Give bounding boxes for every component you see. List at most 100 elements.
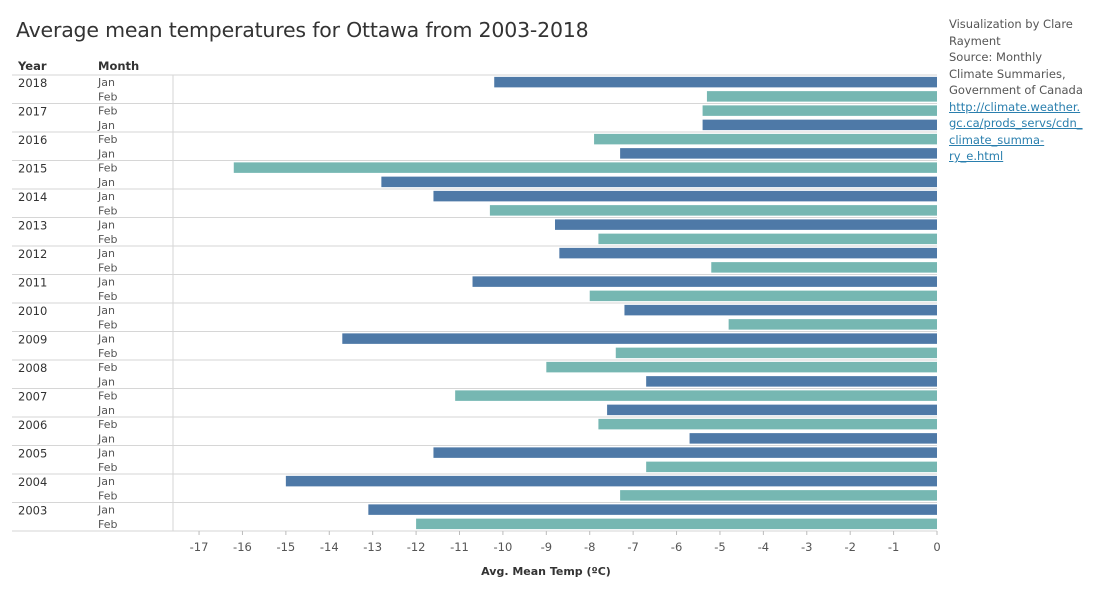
x-tick-label: -2 bbox=[844, 540, 855, 554]
page-title: Average mean temperatures for Ottawa fro… bbox=[16, 18, 589, 42]
bar-2013-jan[interactable] bbox=[555, 219, 937, 230]
x-tick-label: -5 bbox=[714, 540, 725, 554]
year-label: 2014 bbox=[18, 190, 47, 204]
bar-2018-jan[interactable] bbox=[494, 76, 937, 88]
month-label: Feb bbox=[98, 518, 117, 531]
bar-2003-feb[interactable] bbox=[416, 518, 937, 530]
year-label: 2012 bbox=[18, 247, 47, 261]
year-label: 2016 bbox=[18, 133, 47, 147]
bar-2012-jan[interactable] bbox=[559, 247, 937, 259]
credits-source: Source: Monthly Climate Summaries, Gover… bbox=[949, 50, 1083, 97]
month-label: Feb bbox=[98, 261, 117, 274]
month-label: Jan bbox=[97, 304, 115, 317]
bar-2011-jan[interactable] bbox=[472, 276, 937, 287]
x-tick-label: -1 bbox=[888, 540, 899, 554]
bar-2006-jan[interactable] bbox=[689, 433, 937, 444]
month-label: Feb bbox=[98, 361, 117, 374]
month-label: Jan bbox=[97, 276, 115, 289]
bar-2005-jan[interactable] bbox=[433, 447, 937, 458]
year-label: 2006 bbox=[18, 418, 47, 432]
year-label: 2008 bbox=[18, 361, 47, 375]
month-label: Jan bbox=[97, 447, 115, 460]
x-tick-label: -14 bbox=[320, 540, 339, 554]
year-label: 2011 bbox=[18, 276, 47, 290]
x-axis-title: Avg. Mean Temp (ºC) bbox=[481, 565, 611, 578]
bar-2016-feb[interactable] bbox=[594, 133, 937, 145]
month-label: Jan bbox=[97, 219, 115, 232]
source-link-line-1[interactable]: http://climate.weather. bbox=[949, 99, 1081, 114]
year-label: 2003 bbox=[18, 504, 47, 518]
bar-2014-jan[interactable] bbox=[433, 190, 937, 202]
bar-2008-feb[interactable] bbox=[546, 361, 937, 373]
bar-2015-jan[interactable] bbox=[381, 176, 937, 188]
month-label: Feb bbox=[98, 390, 117, 403]
month-label: Jan bbox=[97, 76, 115, 89]
month-label: Jan bbox=[97, 190, 115, 203]
month-label: Feb bbox=[98, 489, 117, 502]
bar-2007-jan[interactable] bbox=[607, 404, 937, 416]
x-tick-label: -17 bbox=[190, 540, 209, 554]
bar-2010-jan[interactable] bbox=[624, 304, 937, 316]
bar-2006-feb[interactable] bbox=[598, 418, 937, 430]
bar-2013-feb[interactable] bbox=[598, 233, 937, 245]
month-label: Feb bbox=[98, 204, 117, 217]
month-label: Feb bbox=[98, 233, 117, 246]
x-tick-label: -16 bbox=[233, 540, 252, 554]
bar-2017-feb[interactable] bbox=[702, 105, 937, 116]
year-label: 2018 bbox=[18, 76, 47, 90]
month-label: Feb bbox=[98, 418, 117, 431]
bar-2008-jan[interactable] bbox=[646, 376, 937, 387]
source-link-line-2[interactable]: gc.ca/prods_servs/cdn_ bbox=[949, 116, 1083, 130]
source-link-line-3[interactable]: climate_summa- bbox=[949, 132, 1045, 147]
x-tick-label: -4 bbox=[758, 540, 769, 554]
x-tick-label: -12 bbox=[407, 540, 426, 554]
month-label: Jan bbox=[97, 119, 115, 132]
year-column-header: Year bbox=[17, 59, 47, 73]
year-label: 2009 bbox=[18, 333, 47, 347]
source-link-line-4[interactable]: ry_e.html bbox=[949, 149, 1004, 163]
x-tick-label: -3 bbox=[801, 540, 812, 554]
year-label: 2017 bbox=[18, 105, 47, 119]
x-tick-label: -6 bbox=[671, 540, 682, 554]
bar-2010-feb[interactable] bbox=[728, 319, 937, 330]
month-label: Feb bbox=[98, 318, 117, 331]
bar-2004-jan[interactable] bbox=[285, 475, 937, 487]
x-tick-label: -13 bbox=[363, 540, 382, 554]
month-label: Jan bbox=[97, 504, 115, 517]
x-tick-label: -9 bbox=[541, 540, 552, 554]
bar-2014-feb[interactable] bbox=[489, 205, 937, 216]
month-label: Jan bbox=[97, 404, 115, 417]
bar-2004-feb[interactable] bbox=[620, 490, 937, 501]
month-label: Feb bbox=[98, 347, 117, 360]
bar-2017-jan[interactable] bbox=[702, 119, 937, 131]
bar-2007-feb[interactable] bbox=[455, 390, 937, 401]
month-label: Jan bbox=[97, 247, 115, 260]
x-tick-label: -11 bbox=[450, 540, 469, 554]
x-tick-label: -15 bbox=[276, 540, 295, 554]
bar-2015-feb[interactable] bbox=[233, 162, 938, 173]
bar-2009-jan[interactable] bbox=[342, 333, 938, 344]
month-label: Feb bbox=[98, 162, 117, 175]
year-label: 2007 bbox=[18, 390, 47, 404]
month-label: Jan bbox=[97, 147, 115, 160]
bar-2012-feb[interactable] bbox=[711, 262, 937, 273]
bar-2016-jan[interactable] bbox=[620, 148, 937, 159]
x-tick-label: -10 bbox=[494, 540, 513, 554]
month-label: Feb bbox=[98, 290, 117, 303]
bar-2003-jan[interactable] bbox=[368, 504, 937, 515]
year-label: 2010 bbox=[18, 304, 47, 318]
month-label: Jan bbox=[97, 333, 115, 346]
month-label: Jan bbox=[97, 176, 115, 189]
bar-2005-feb[interactable] bbox=[646, 461, 937, 473]
bar-2009-feb[interactable] bbox=[615, 347, 937, 359]
x-tick-label: -8 bbox=[584, 540, 595, 554]
month-label: Feb bbox=[98, 461, 117, 474]
bar-2018-feb[interactable] bbox=[706, 91, 937, 102]
bar-2011-feb[interactable] bbox=[589, 290, 937, 302]
x-tick-label: 0 bbox=[933, 540, 940, 554]
year-label: 2013 bbox=[18, 219, 47, 233]
year-label: 2004 bbox=[18, 475, 47, 489]
x-tick-label: -7 bbox=[627, 540, 638, 554]
